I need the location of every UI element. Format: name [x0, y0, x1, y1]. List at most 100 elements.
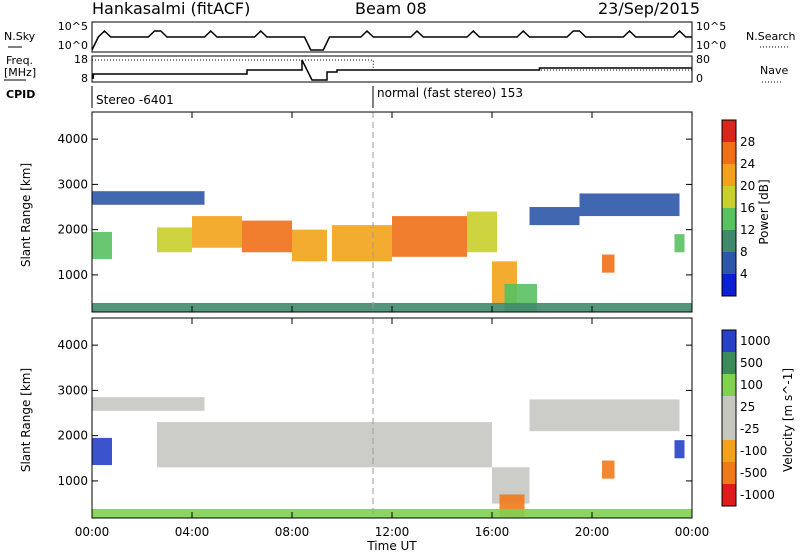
- velocity-ytick-label-1: 2000: [57, 429, 88, 443]
- nsky-tick-top: 10^5: [58, 20, 88, 33]
- power-band-3: [242, 220, 292, 253]
- cpid-label: CPID: [6, 88, 35, 101]
- power-colorbar-cell-3: [722, 208, 736, 230]
- freq-tick-bottom: 8: [81, 72, 88, 85]
- date-title: 23/Sep/2015: [598, 0, 700, 18]
- power-colorbar-cell-2: [722, 230, 736, 252]
- power-colorbar-cell-0: [722, 274, 736, 296]
- velocity-band-7: [602, 460, 615, 479]
- nave-trace: [92, 59, 692, 71]
- power-ytick-label-2: 3000: [57, 177, 88, 191]
- power-bands: [92, 191, 692, 312]
- velocity-ytick-label-2: 3000: [57, 383, 88, 397]
- time-tick-label-5: 20:00: [575, 525, 610, 539]
- time-tick-label-3: 12:00: [375, 525, 410, 539]
- time-axis-title: Time UT: [366, 539, 417, 553]
- freq-tick-top: 18: [74, 53, 88, 66]
- nsky-trace: [91, 29, 692, 51]
- nsearch-tick-bottom: 10^0: [696, 39, 726, 52]
- velocity-colorbar-tick-3: 25: [740, 400, 755, 414]
- velocity-colorbar-tick-2: 100: [740, 378, 763, 392]
- velocity-band-1: [157, 422, 492, 468]
- power-ytick-label-1: 2000: [57, 223, 88, 237]
- velocity-x-ticks: [91, 318, 693, 518]
- velocity-band-6: [674, 440, 685, 459]
- velocity-colorbar-tick-4: -25: [740, 422, 760, 436]
- velocity-colorbar-label: Velocity [m s^-1]: [781, 368, 795, 472]
- power-band-2: [192, 216, 242, 248]
- velocity-colorbar-frame: [721, 329, 737, 507]
- power-band-14: [92, 191, 205, 205]
- power-ytick-label-3: 4000: [57, 132, 88, 146]
- power-colorbar-tick-0: 4: [740, 267, 748, 281]
- power-colorbar: 4 8 12 16 20 24 28: [721, 119, 755, 297]
- power-colorbar-tick-6: 28: [740, 135, 755, 149]
- power-ylabel: Slant Range [km]: [19, 163, 33, 267]
- time-tick-label-4: 16:00: [475, 525, 510, 539]
- cpid-segment-1: Stereo -6401: [96, 93, 174, 107]
- power-colorbar-frame: [721, 119, 737, 297]
- power-band-12: [674, 234, 685, 253]
- velocity-colorbar: 1000 500 100 25 -25 -100 -500 -1000: [721, 329, 775, 507]
- velocity-colorbar-cell-7: [722, 484, 736, 506]
- nsky-label: N.Sky: [4, 30, 36, 43]
- power-colorbar-cell-1: [722, 252, 736, 274]
- velocity-band-4: [529, 399, 680, 432]
- power-band-7: [467, 211, 497, 253]
- power-band-10: [529, 207, 580, 226]
- nave-tick-bottom: 0: [696, 72, 703, 85]
- power-colorbar-tick-4: 20: [740, 179, 755, 193]
- nsky-tick-bottom: 10^0: [58, 39, 88, 52]
- velocity-bands: [92, 397, 692, 518]
- power-colorbar-tick-5: 24: [740, 157, 755, 171]
- nsearch-tick-top: 10^5: [696, 20, 726, 33]
- velocity-colorbar-cell-3: [722, 396, 736, 418]
- time-tick-label-1: 04:00: [175, 525, 210, 539]
- freq-unit-label: [MHz]: [4, 66, 36, 79]
- power-colorbar-cell-4: [722, 186, 736, 208]
- power-panel: 1000 2000 3000 4000 Slant Range [km]: [19, 111, 693, 313]
- velocity-colorbar-cell-1: [722, 352, 736, 374]
- power-band-4: [292, 229, 327, 262]
- time-axis-labels: 00:00 04:00 08:00 12:00 16:00 20:00 00:00: [75, 525, 710, 539]
- velocity-colorbar-tick-6: -500: [740, 466, 767, 480]
- velocity-colorbar-tick-5: -100: [740, 444, 767, 458]
- velocity-band-0: [92, 437, 112, 466]
- freq-strip-frame: [91, 55, 693, 83]
- velocity-ylabel: Slant Range [km]: [19, 368, 33, 472]
- time-tick-label-2: 08:00: [275, 525, 310, 539]
- power-band-5: [332, 225, 392, 262]
- power-y-ticks: 1000 2000 3000 4000: [57, 132, 692, 282]
- velocity-colorbar-cell-5: [722, 440, 736, 462]
- beam-title: Beam 08: [355, 0, 427, 18]
- velocity-colorbar-cell-4: [722, 418, 736, 440]
- velocity-colorbar-tick-0: 1000: [740, 334, 771, 348]
- velocity-colorbar-tick-1: 500: [740, 356, 763, 370]
- nave-tick-top: 80: [696, 53, 710, 66]
- power-x-ticks: [91, 112, 693, 312]
- velocity-colorbar-cell-0: [722, 330, 736, 352]
- velocity-y-ticks: 1000 2000 3000 4000: [57, 338, 692, 488]
- power-colorbar-tick-3: 16: [740, 201, 755, 215]
- velocity-colorbar-cell-6: [722, 462, 736, 484]
- velocity-colorbar-cell-2: [722, 374, 736, 396]
- power-band-0: [92, 231, 112, 260]
- velocity-band-5: [92, 397, 205, 411]
- power-band-11: [579, 193, 680, 217]
- time-tick-label-6: 00:00: [675, 525, 710, 539]
- velocity-colorbar-tick-7: -1000: [740, 488, 775, 502]
- power-ytick-label-0: 1000: [57, 268, 88, 282]
- velocity-ytick-label-0: 1000: [57, 474, 88, 488]
- nsearch-label: N.Search: [746, 30, 796, 43]
- power-colorbar-cell-5: [722, 164, 736, 186]
- power-colorbar-cell-6: [722, 142, 736, 164]
- freq-label: Freq.: [6, 54, 33, 67]
- power-colorbar-cell-7: [722, 120, 736, 142]
- power-colorbar-tick-2: 12: [740, 223, 755, 237]
- power-band-13: [602, 254, 615, 273]
- time-tick-label-0: 00:00: [75, 525, 110, 539]
- power-band-1: [157, 227, 192, 253]
